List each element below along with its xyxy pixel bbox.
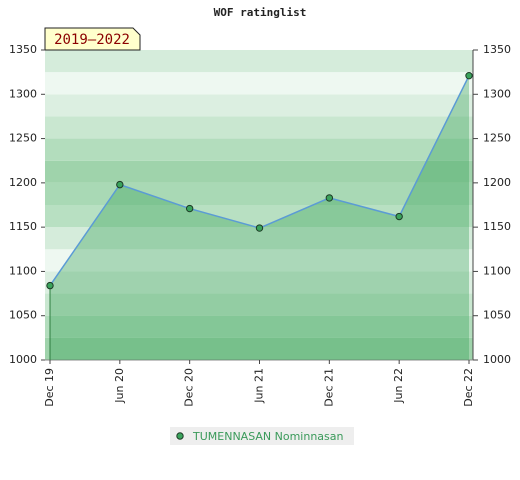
x-tick-label: Dec 20 [183,368,196,407]
y2-tick-label: 1050 [483,309,511,322]
annotation: 2019–2022 [54,32,130,48]
band [45,315,473,338]
y-tick-label: 1050 [9,309,37,322]
y2-tick-label: 1300 [483,87,511,100]
y-tick-label: 1150 [9,220,37,233]
y2-tick-label: 1000 [483,353,511,366]
marker [395,212,403,221]
band [45,293,473,316]
band [45,337,473,360]
band [45,205,473,228]
marker [116,180,124,189]
legend-label: TUMENNASAN Nominnasan [192,430,344,443]
y2-tick-label: 1100 [483,264,511,277]
y2-tick-label: 1150 [483,220,511,233]
marker [255,224,264,232]
x-tick-label: Dec 19 [43,368,56,407]
band [45,50,473,73]
marker [185,204,194,213]
band [45,94,473,117]
legend-box [170,427,354,445]
annotation-box [44,27,141,51]
x-tick-label: Dec 22 [462,368,475,407]
y-tick-label: 1350 [9,43,37,56]
band [45,160,473,183]
y2-tick-label: 1350 [483,43,511,56]
y-tick-label: 1300 [9,87,37,100]
band [45,116,473,139]
band [45,249,473,272]
band [45,72,473,95]
x-tick-label: Jun 21 [253,368,266,404]
background-bands [45,50,473,360]
x-tick-label: Jun 22 [392,368,405,404]
marker [325,194,334,202]
y2-tick-label: 1200 [483,176,511,189]
area-fill [50,75,469,360]
band [45,227,473,250]
marker [465,71,473,80]
x-tick-label: Dec 21 [322,368,335,407]
y-tick-label: 1100 [9,264,37,277]
band [45,182,473,205]
band [45,138,473,161]
y-tick-label: 1250 [9,132,37,145]
y-tick-label: 1200 [9,176,37,189]
band [45,271,473,294]
chart-title: WOF ratinglist [214,6,307,19]
x-tick-label: Jun 20 [113,368,126,404]
y-tick-label: 1000 [9,353,37,366]
legend-marker [176,432,184,440]
y2-tick-label: 1250 [483,132,511,145]
marker [46,281,54,290]
